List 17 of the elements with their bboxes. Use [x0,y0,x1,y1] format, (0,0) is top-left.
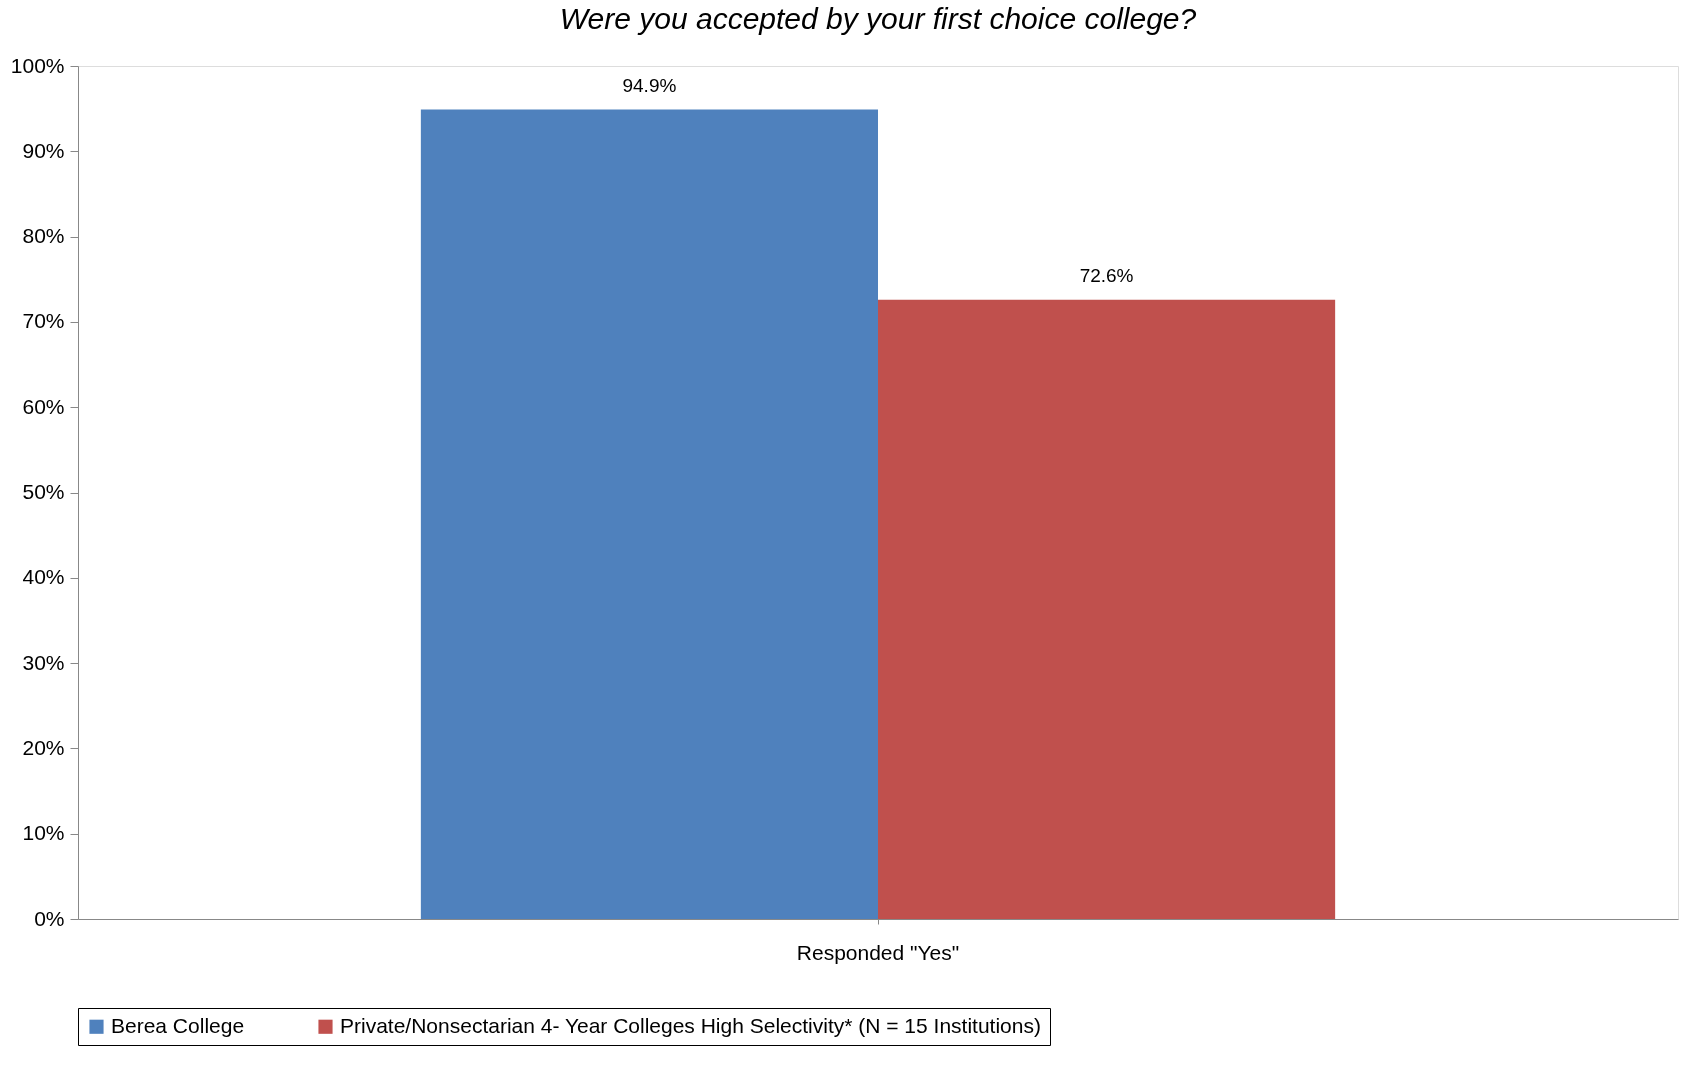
y-tick-label: 90% [22,138,65,162]
y-tick-label: 70% [22,309,65,333]
y-tick-label: 50% [22,480,65,503]
data-label: 72.6% [1079,264,1134,286]
y-tick-label: 80% [22,224,65,248]
data-label: 94.9% [622,74,677,96]
legend-label: Berea College [111,1013,245,1037]
y-tick-label: 100% [10,53,65,77]
legend-label: Private/Nonsectarian 4- Year Colleges High Selectivity* (N = 15 Institutions) [340,1013,1041,1037]
y-tick-label: 0% [34,906,65,930]
y-tick-label: 30% [22,650,65,674]
chart-title: Were you accepted by your first choice college? [559,2,1197,35]
y-tick-label: 40% [22,565,65,589]
y-tick-label: 60% [22,394,65,418]
y-tick-label: 10% [22,821,65,845]
x-tick-label: Responded "Yes" [796,940,960,964]
y-tick-label: 20% [22,735,65,759]
